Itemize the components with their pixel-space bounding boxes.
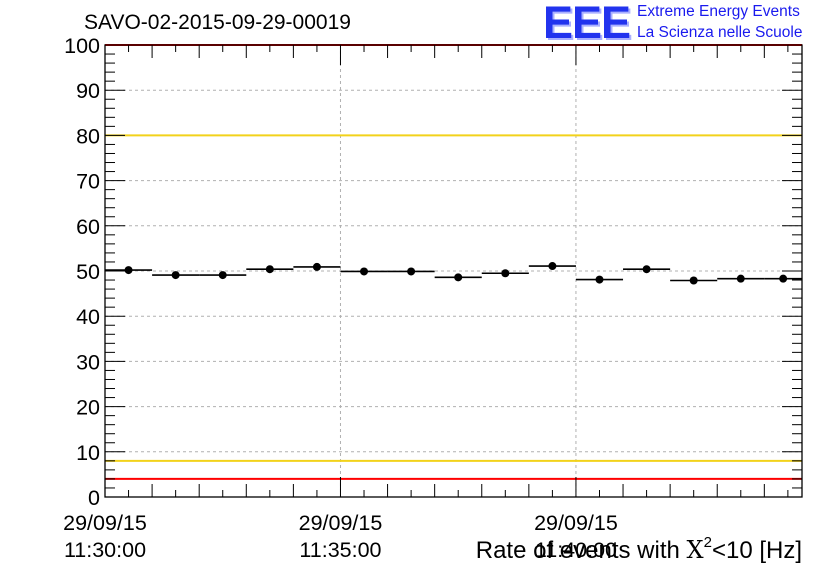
data-point <box>434 273 482 282</box>
data-point <box>152 271 200 280</box>
y-tick-label: 10 <box>76 441 100 465</box>
data-points <box>105 262 802 285</box>
logo-line-1: Extreme Energy Events <box>637 3 800 20</box>
x-tick-time: 11:40:00 <box>535 538 617 562</box>
data-point <box>481 269 529 278</box>
chi-symbol: X <box>686 536 704 564</box>
y-tick-label: 70 <box>76 170 100 194</box>
x-tick-time: 11:35:00 <box>299 538 381 562</box>
data-point <box>340 267 388 276</box>
x-axis-label: Rate of events with X2<10 [Hz] <box>475 534 802 565</box>
point-marker <box>779 274 788 283</box>
x-tick-date: 29/09/15 <box>534 511 618 535</box>
point-marker <box>548 262 557 271</box>
data-point <box>575 275 624 284</box>
point-marker <box>595 275 604 284</box>
data-point <box>387 267 435 276</box>
x-axis-label-suffix: <10 [Hz] <box>711 537 802 564</box>
reference-lines <box>105 44 802 480</box>
y-tick-label: 80 <box>76 124 100 148</box>
y-tick-label: 90 <box>76 79 100 103</box>
y-tick-label: 50 <box>76 260 100 284</box>
point-marker <box>360 267 369 276</box>
point-marker <box>407 267 416 276</box>
logo-line-2: La Scienza nelle Scuole <box>637 24 803 41</box>
data-point <box>246 265 294 274</box>
data-point <box>764 274 802 283</box>
data-point <box>670 276 718 285</box>
y-tick-label: 0 <box>88 486 100 510</box>
x-axis-label-prefix: Rate of events with <box>475 537 687 564</box>
data-point <box>623 265 671 274</box>
x-tick-date: 29/09/15 <box>299 511 383 535</box>
point-marker <box>124 266 133 275</box>
x-tick-time: 11:30:00 <box>64 538 146 562</box>
point-marker <box>642 265 651 274</box>
data-point <box>199 271 247 280</box>
grid <box>105 45 802 497</box>
y-tick-label: 60 <box>76 215 100 239</box>
point-marker <box>312 262 321 271</box>
data-point <box>528 262 576 271</box>
chi-exponent: 2 <box>703 534 712 551</box>
point-marker <box>454 273 463 282</box>
data-point <box>717 274 765 283</box>
x-tick-labels: 29/09/15 11:30:00 29/09/15 11:35:00 29/09/15… <box>63 511 618 562</box>
eee-logo: EEE <box>543 0 631 48</box>
data-point <box>105 266 153 275</box>
point-marker <box>736 274 745 283</box>
y-tick-labels: 0 10 20 30 40 50 60 70 80 90 100 <box>64 34 100 510</box>
point-marker <box>265 265 274 274</box>
y-tick-label: 100 <box>64 34 100 58</box>
point-marker <box>171 271 180 280</box>
chart-title: SAVO-02-2015-09-29-00019 <box>84 11 351 34</box>
y-tick-label: 20 <box>76 396 100 420</box>
point-marker <box>689 276 698 285</box>
axis-ticks <box>104 44 802 498</box>
y-tick-label: 30 <box>76 350 100 374</box>
point-marker <box>501 269 510 278</box>
point-marker <box>218 271 227 280</box>
x-tick-date: 29/09/15 <box>63 511 147 535</box>
y-tick-label: 40 <box>76 305 100 329</box>
data-point <box>293 262 341 271</box>
